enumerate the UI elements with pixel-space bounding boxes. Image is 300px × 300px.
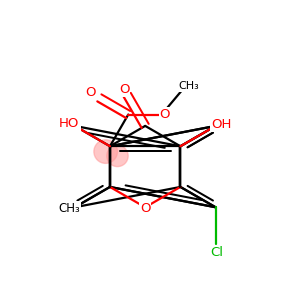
Text: O: O	[140, 202, 150, 215]
Text: O: O	[160, 108, 170, 121]
Text: O: O	[85, 86, 96, 99]
Text: HO: HO	[59, 117, 80, 130]
Text: Cl: Cl	[210, 246, 223, 259]
Circle shape	[107, 145, 128, 166]
Text: CH₃: CH₃	[178, 81, 199, 91]
Text: CH₃: CH₃	[58, 202, 80, 215]
Circle shape	[94, 140, 117, 164]
Text: OH: OH	[211, 118, 231, 131]
Text: O: O	[119, 83, 129, 96]
